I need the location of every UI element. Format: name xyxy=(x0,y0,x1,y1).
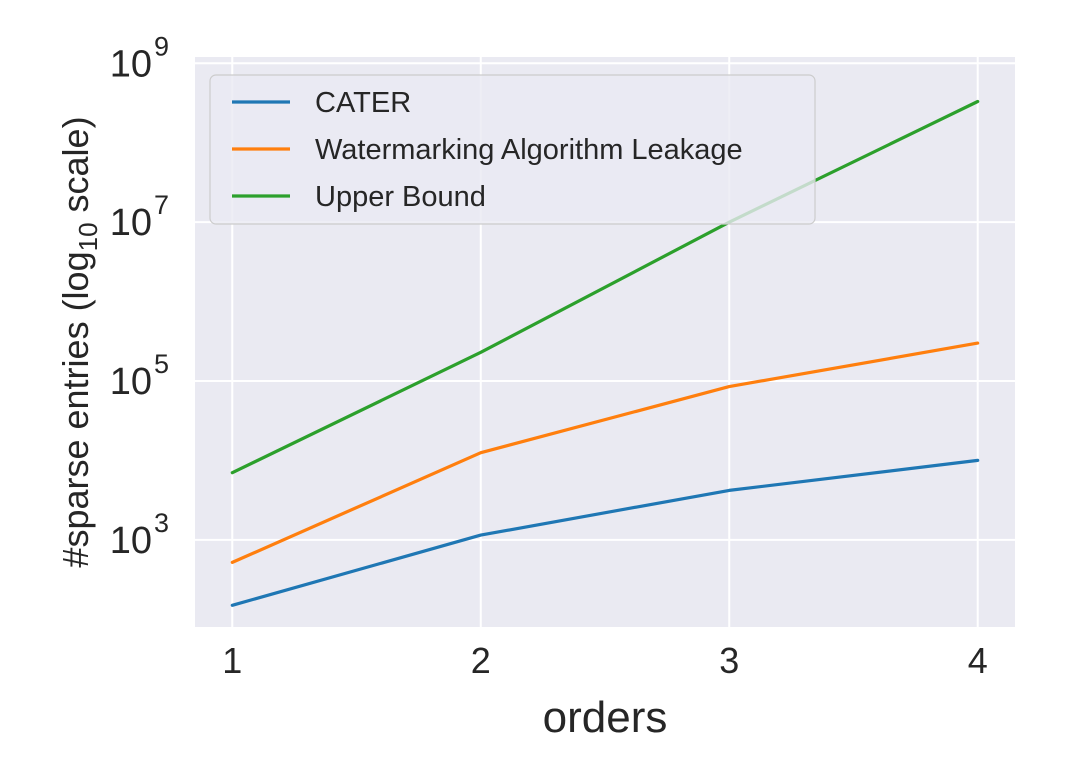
y-axis-label: #sparse entries (log10 scale) xyxy=(55,116,103,567)
legend-label: Watermarking Algorithm Leakage xyxy=(315,134,743,166)
legend-label: Upper Bound xyxy=(315,181,486,213)
y-tick-exponent: 9 xyxy=(154,31,169,61)
y-tick-label: 10 xyxy=(110,202,152,244)
y-tick-label: 10 xyxy=(110,43,152,85)
x-tick-label: 3 xyxy=(719,640,739,681)
x-axis-label: orders xyxy=(543,693,668,742)
series-line xyxy=(230,341,980,565)
x-tick-label: 4 xyxy=(968,640,988,681)
y-tick-exponent: 5 xyxy=(154,349,169,379)
legend: CATER Watermarking Algorithm Leakage Upper… xyxy=(209,74,816,225)
series-line xyxy=(230,99,980,475)
x-tick-label: 1 xyxy=(222,640,242,681)
x-tick-label: 2 xyxy=(471,640,491,681)
series-line xyxy=(230,458,980,607)
legend-label: CATER xyxy=(315,87,411,119)
y-tick-label: 10 xyxy=(110,361,152,403)
legend-box xyxy=(209,74,816,225)
y-tick-exponent: 7 xyxy=(154,190,169,220)
series-lines xyxy=(230,99,980,607)
y-tick-label: 10 xyxy=(110,520,152,562)
y-tick-exponent: 3 xyxy=(154,508,169,538)
